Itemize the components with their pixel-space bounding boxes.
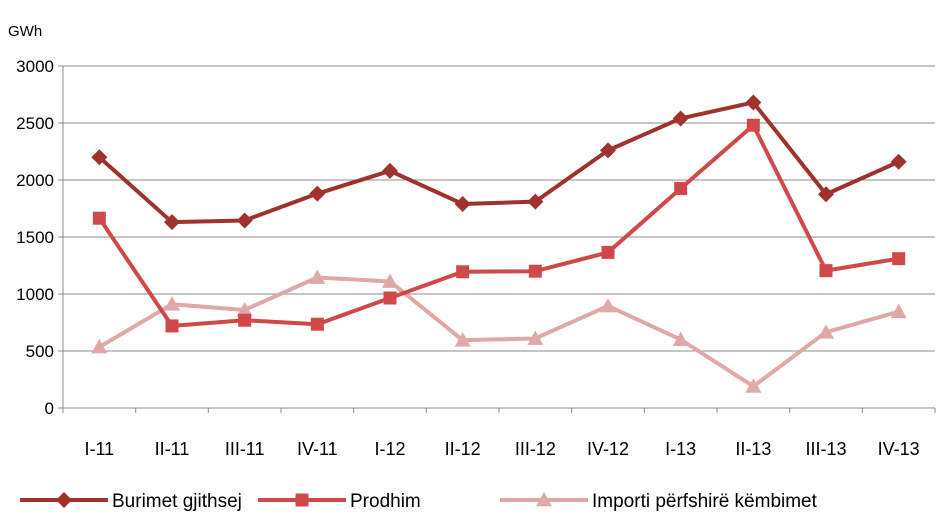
y-tick-label: 1000 (16, 285, 54, 304)
series-line (98, 275, 900, 389)
series-1 (92, 118, 906, 333)
data-point (91, 339, 108, 354)
data-point (236, 212, 253, 229)
data-point (238, 313, 252, 327)
y-tick-label: 2000 (16, 171, 54, 190)
data-point (236, 301, 253, 317)
data-point (309, 269, 326, 284)
data-point (745, 94, 762, 111)
x-tick-label: II-13 (735, 439, 771, 459)
axes (58, 65, 936, 413)
data-point (310, 317, 324, 331)
legend-label: Importi përfshirë këmbimet (592, 491, 818, 512)
data-point (890, 153, 907, 170)
y-tick-label: 2500 (16, 114, 54, 133)
x-tick-label: I-13 (665, 439, 696, 459)
gridlines (63, 65, 935, 352)
data-point (819, 264, 833, 278)
data-point (892, 252, 906, 266)
series-2 (91, 269, 907, 393)
data-point (674, 182, 688, 196)
series-0 (91, 94, 907, 231)
data-point (600, 297, 616, 313)
data-point (527, 330, 544, 345)
data-point (601, 245, 615, 259)
legend-label: Burimet gjithsej (112, 491, 242, 512)
data-point (746, 118, 760, 132)
data-point (527, 193, 544, 210)
legend-item: Importi përfshirë këmbimet (500, 491, 818, 512)
y-tick-label: 0 (45, 399, 54, 418)
data-point (164, 214, 180, 231)
data-point (745, 378, 762, 393)
data-point (672, 331, 689, 346)
data-point (165, 319, 179, 333)
data-point (456, 265, 470, 279)
data-point (454, 332, 471, 347)
y-tick-label: 3000 (16, 57, 54, 76)
data-point (382, 273, 398, 288)
x-tick-label: IV-13 (878, 439, 920, 459)
y-tick-labels: 0 500 1000 1500 2000 2500 3000 (16, 57, 54, 418)
data-point (383, 291, 397, 305)
series-lines (91, 94, 907, 393)
legend-label: Prodhim (350, 491, 421, 512)
data-point (91, 149, 108, 166)
data-point (164, 296, 180, 311)
data-point (818, 186, 834, 203)
x-tick-label: II-12 (445, 439, 481, 459)
x-tick-label: I-12 (374, 439, 405, 459)
series-line (97, 123, 899, 328)
legend-swatch-marker (56, 492, 72, 508)
data-point (92, 211, 106, 225)
data-point (672, 110, 689, 127)
x-tick-label: IV-11 (297, 439, 338, 459)
y-tick-label: 500 (26, 342, 54, 361)
data-point (528, 264, 542, 278)
series-line (98, 100, 900, 225)
data-point (600, 142, 616, 159)
y-tick-label: 1500 (16, 228, 54, 247)
x-tick-label: III-13 (805, 439, 846, 459)
x-tick-label: II-11 (155, 439, 190, 459)
x-tick-label: III-12 (515, 439, 556, 459)
data-point (382, 162, 398, 179)
legend-item: Prodhim (258, 491, 421, 512)
data-point (818, 324, 834, 339)
legend-item: Burimet gjithsej (20, 491, 242, 512)
x-tick-label: I-11 (84, 439, 114, 459)
y-axis-unit-label: GWh (8, 23, 42, 40)
legend: Burimet gjithsej Prodhim Importi përfshirë… (20, 491, 818, 512)
x-tick-labels: I-11 II-11 III-11 IV-11 I-12 II-12 III-12 IV-12… (84, 439, 919, 459)
data-point (890, 303, 907, 319)
data-point (454, 195, 471, 212)
legend-swatch-marker (536, 492, 552, 507)
x-tick-label: III-11 (225, 439, 265, 459)
data-point (309, 185, 326, 202)
x-tick-label: IV-12 (587, 439, 629, 459)
legend-swatch-marker (295, 493, 309, 507)
